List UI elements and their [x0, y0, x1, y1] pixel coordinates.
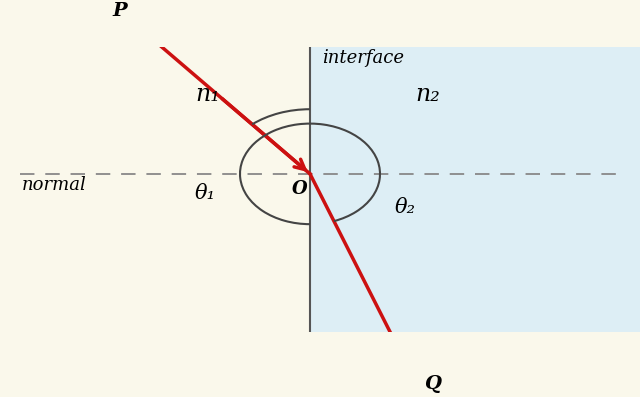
Text: P: P: [112, 2, 127, 20]
Text: n₂: n₂: [415, 83, 440, 106]
Text: normal: normal: [22, 176, 87, 194]
Text: θ₁: θ₁: [195, 184, 216, 203]
Text: Q: Q: [424, 375, 441, 393]
Bar: [0, 47, 310, 332]
Text: n₁: n₁: [195, 83, 220, 106]
Text: interface: interface: [322, 48, 404, 67]
Text: θ₂: θ₂: [395, 198, 416, 218]
Bar: [310, 47, 640, 332]
Text: O: O: [292, 180, 308, 198]
